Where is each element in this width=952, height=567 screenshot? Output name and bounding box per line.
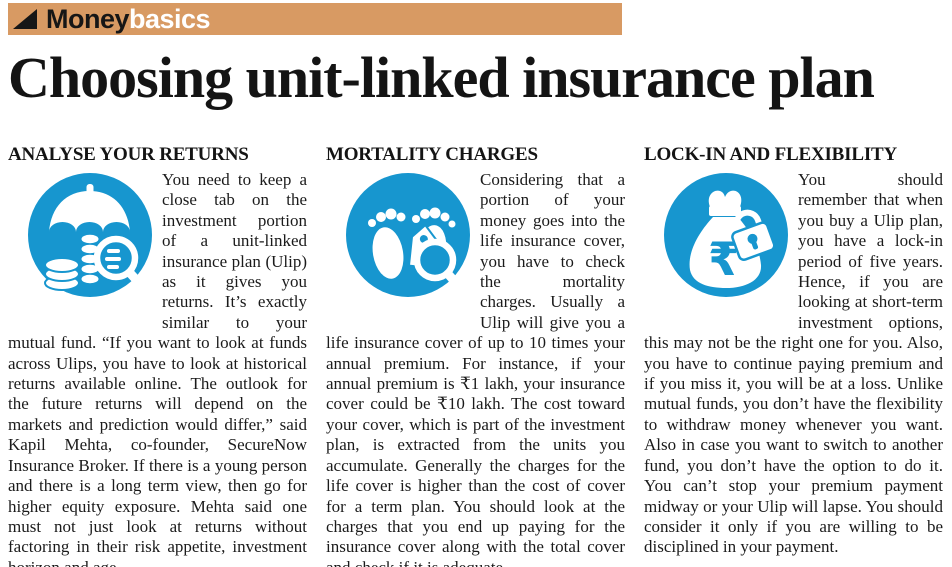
- column-analyse-returns: ANALYSE YOUR RETURNS: [8, 144, 307, 567]
- article-columns: ANALYSE YOUR RETURNS: [8, 144, 944, 567]
- column-mortality-charges: MORTALITY CHARGES: [326, 144, 625, 567]
- column-body: You need to keep a close tab on the inve…: [8, 170, 307, 567]
- masthead-band: Moneybasics: [8, 3, 622, 35]
- footprints-tag-magnifier-icon: [346, 173, 470, 297]
- moneybag-rupee-padlock-icon: ₹: [664, 173, 788, 297]
- column-text: You need to keep a close tab on the inve…: [8, 170, 307, 567]
- column-heading: ANALYSE YOUR RETURNS: [8, 144, 249, 165]
- article-headline: Choosing unit-linked insurance plan: [8, 45, 875, 110]
- brand-basics: basics: [129, 4, 211, 34]
- column-heading: LOCK-IN AND FLEXIBILITY: [644, 144, 898, 165]
- column-body: Considering that a portion of your money…: [326, 170, 625, 567]
- column-body: ₹ You should remember that when you buy …: [644, 170, 943, 558]
- umbrella-coins-magnifier-icon: [28, 173, 152, 297]
- column-text: You should remember that when you buy a …: [644, 170, 943, 557]
- column-text: Considering that a portion of your money…: [326, 170, 625, 567]
- column-heading: MORTALITY CHARGES: [326, 144, 538, 165]
- brand-money: Money: [46, 4, 130, 34]
- corner-triangle-icon: [13, 9, 37, 29]
- section-logotype: Moneybasics: [46, 3, 211, 35]
- column-lockin-flexibility: LOCK-IN AND FLEXIBILITY ₹: [644, 144, 943, 567]
